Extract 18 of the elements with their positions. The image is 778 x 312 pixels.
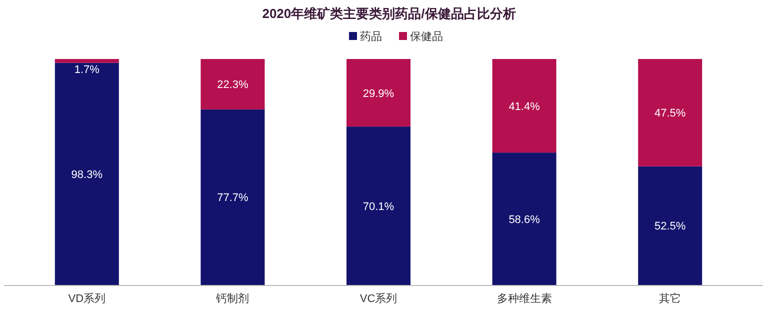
data-label: 98.3% [71,168,103,181]
legend-label: 药品 [360,30,382,43]
x-tick-label: 钙制剂 [215,292,250,305]
data-label: 22.3% [217,79,249,92]
data-label: 58.6% [508,214,540,226]
x-tick-label: 多种维生素 [496,292,552,305]
x-tick-label: 其它 [659,292,682,305]
data-label: 77.7% [217,192,249,204]
legend-label: 保健品 [410,31,443,43]
x-tick-label: VC系列 [360,292,398,305]
data-label: 41.4% [508,100,540,113]
chart-title: 2020年维矿类主要类别药品/保健品占比分析 [262,6,516,21]
data-label: 70.1% [362,200,394,213]
data-label: 29.9% [362,88,394,100]
data-label: 47.5% [654,108,686,120]
data-label: 52.5% [654,220,686,233]
x-tick-label: VD系列 [68,292,106,305]
data-label: 1.7% [74,64,100,76]
